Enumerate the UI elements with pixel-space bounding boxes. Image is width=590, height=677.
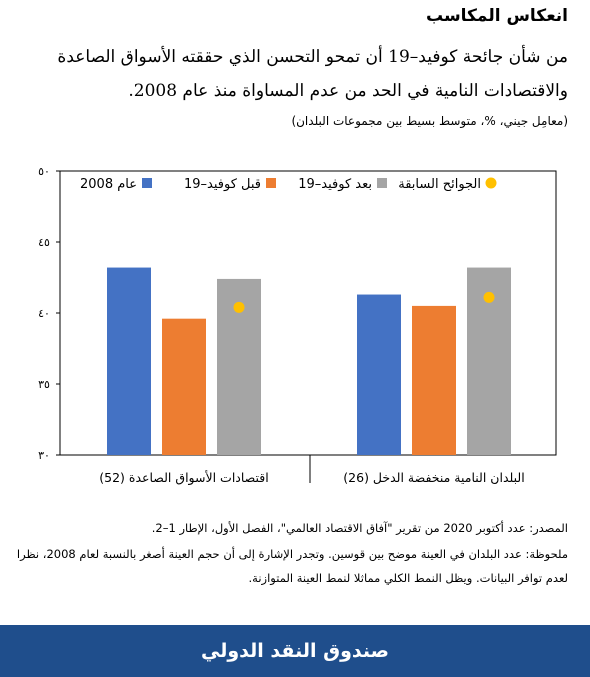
- unit-note: (معامِل جيني، %، متوسط بسيط بين مجموعات …: [291, 114, 568, 128]
- legend-swatch: [142, 178, 152, 188]
- footnote: ملحوظة: عدد البلدان في العينة موضح بين ق…: [16, 547, 568, 585]
- y-tick-label: ٤٥: [38, 236, 50, 249]
- chart-title: انعكاس المكاسب: [425, 6, 568, 26]
- bar: [412, 305, 456, 455]
- marker-point: [483, 291, 495, 303]
- marker-point: [233, 301, 245, 313]
- legend-label: قبل كوفيد–19: [184, 177, 261, 192]
- footer-logo-text: صندوق النقد الدولي: [201, 640, 389, 662]
- bar: [162, 318, 206, 455]
- y-tick-label: ٤٠: [38, 307, 50, 320]
- legend-label: بعد كوفيد–19: [298, 177, 372, 192]
- legend-swatch: [266, 178, 276, 188]
- legend-swatch: [377, 178, 387, 188]
- y-tick-label: ٣٠: [38, 449, 50, 462]
- bar: [107, 267, 151, 455]
- x-category-label: البلدان النامية منخفضة الدخل (26): [343, 470, 524, 485]
- y-tick-label: ٥٠: [38, 165, 50, 178]
- bar-chart: ٣٠ ٣٥ ٤٠ ٤٥ ٥٠ اقتصادات الأسواق الصاعدة (52) ا…: [38, 165, 557, 486]
- bar: [357, 294, 401, 455]
- footer-bar: صندوق النقد الدولي: [0, 625, 590, 677]
- legend-marker: [485, 177, 497, 189]
- legend-label: الجوائح السابقة: [398, 177, 481, 192]
- y-tick-label: ٣٥: [38, 378, 50, 391]
- source-note: المصدر: عدد أكتوبر 2020 من تقرير "آفاق ا…: [151, 521, 568, 535]
- chart-subtitle: من شأن جائحة كوفيد–19 أن تمحو التحسن الذ…: [57, 47, 568, 101]
- legend-label: عام 2008: [80, 177, 137, 192]
- x-category-label: اقتصادات الأسواق الصاعدة (52): [99, 470, 268, 486]
